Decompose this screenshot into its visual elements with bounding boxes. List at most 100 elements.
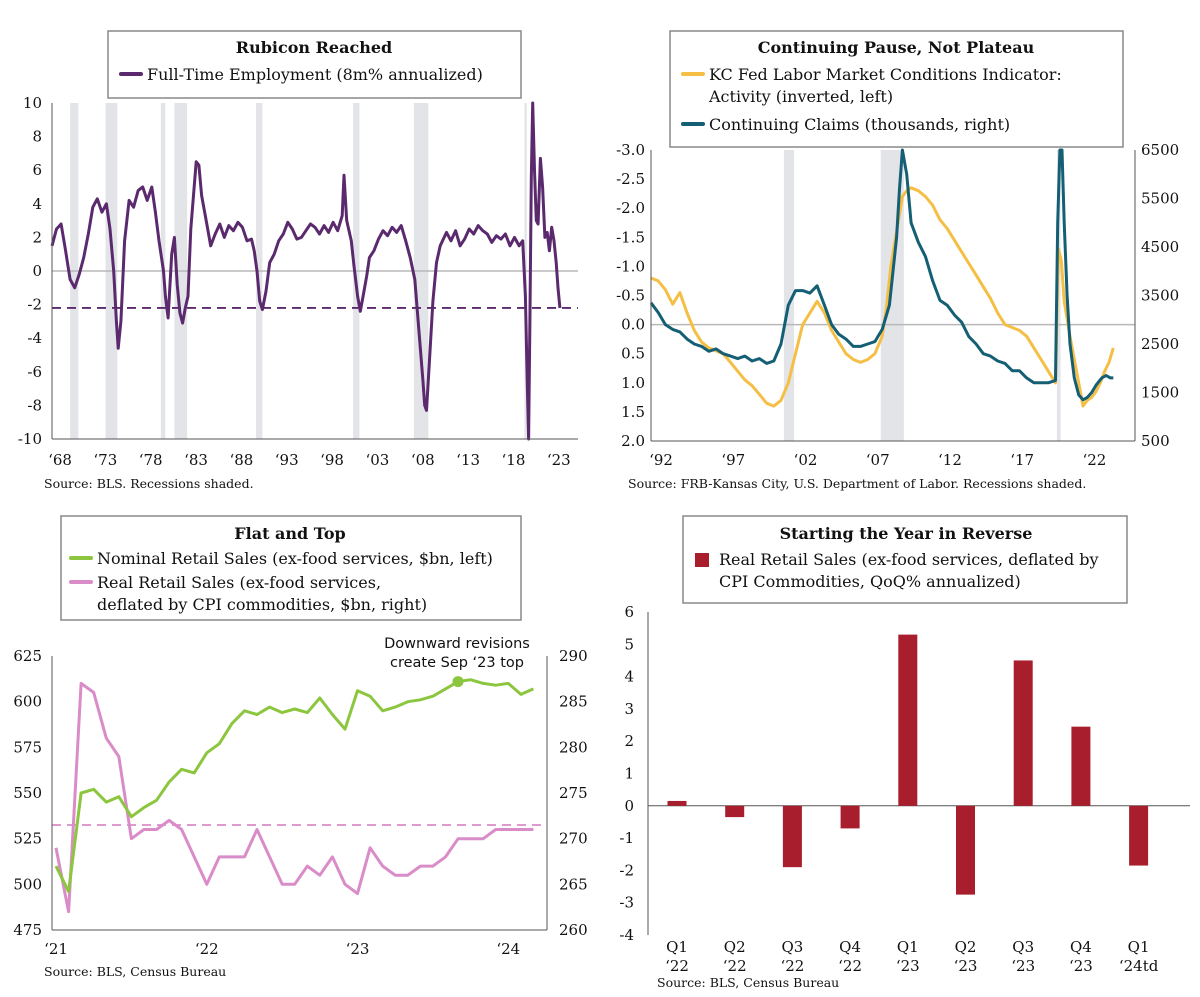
source-note: Source: FRB-Kansas City, U.S. Department…	[628, 476, 1086, 491]
chart-rubicon-reached: Rubicon Reached Full-Time Employment (8m…	[18, 30, 578, 491]
y-tick-label: -4	[27, 329, 42, 347]
recession-band	[783, 150, 795, 441]
plot-area: -3.0 -2.5 -2.0 -1.5 -1.0 -0.5 0.0 0.5 1.0 1.5 2.0 6…	[616, 141, 1179, 469]
legend-box	[682, 515, 1128, 604]
chart-title: Continuing Pause, Not Plateau	[758, 38, 1035, 57]
right-tick-label: 265	[559, 875, 588, 893]
x-tick-label-year: ‘23	[1069, 957, 1093, 975]
legend-label-1: Real Retail Sales (ex-food services, def…	[719, 550, 1099, 569]
right-tick-label: 290	[559, 647, 588, 665]
right-tick-label: 260	[559, 921, 588, 939]
left-tick-label: 0.5	[621, 345, 645, 363]
legend-box	[60, 515, 522, 621]
x-tick-label: ‘93	[275, 451, 299, 469]
left-tick-label: 550	[13, 784, 42, 802]
highlight-point	[452, 676, 464, 688]
legend-box	[107, 30, 522, 99]
y-tick-label: -2	[27, 296, 42, 314]
left-tick-label: 2.0	[621, 432, 645, 450]
left-tick-label: -1.0	[616, 257, 645, 275]
chart-flat-and-top: Flat and Top Nominal Retail Sales (ex-fo…	[13, 515, 588, 979]
x-tick-label: ‘73	[93, 451, 117, 469]
series-line-nominal-retail-sales	[54, 678, 535, 894]
x-tick-label: ‘08	[411, 451, 435, 469]
x-tick-label-quarter: Q2	[724, 938, 746, 956]
left-tick-label: -0.5	[616, 287, 645, 305]
y-tick-label: -1	[619, 829, 634, 847]
x-tick-label: ‘13	[456, 451, 480, 469]
x-tick-label-year: ‘22	[723, 957, 747, 975]
right-tick-label: 2500	[1141, 335, 1179, 353]
x-tick-label-year: ‘22	[665, 957, 689, 975]
bar	[782, 805, 802, 868]
right-tick-label: 500	[1141, 432, 1170, 450]
x-tick-label: ‘23	[547, 451, 571, 469]
legend-label-kc-2: Activity (inverted, left)	[708, 87, 893, 106]
series-line-continuing-claims	[649, 148, 1114, 402]
left-tick-label: 0.0	[621, 316, 645, 334]
source-note: Source: BLS, Census Bureau	[44, 964, 226, 979]
legend-label-real-2: deflated by CPI commodities, $bn, right)	[97, 595, 427, 614]
x-tick-label: ‘92	[649, 451, 673, 469]
right-tick-label: 275	[559, 784, 588, 802]
right-tick-label: 270	[559, 830, 588, 848]
right-tick-label: 3500	[1141, 287, 1179, 305]
left-tick-label: -2.0	[616, 199, 645, 217]
x-tick-label: ‘68	[48, 451, 72, 469]
x-tick-label-quarter: Q4	[839, 938, 861, 956]
y-tick-label: 6	[32, 161, 42, 179]
legend-swatch	[695, 553, 709, 567]
y-tick-label: 2	[32, 228, 42, 246]
legend-label-kc-1: KC Fed Labor Market Conditions Indicator…	[709, 65, 1062, 84]
y-tick-label: 0	[32, 262, 42, 280]
chart-title: Rubicon Reached	[236, 38, 392, 57]
left-tick-label: 575	[13, 738, 42, 756]
x-tick-label-year: ‘23	[896, 957, 920, 975]
y-tick-label: 1	[624, 765, 634, 783]
y-tick-label: 5	[624, 635, 634, 653]
source-note: Source: BLS. Recessions shaded.	[44, 476, 254, 491]
x-tick-label: ‘03	[365, 451, 389, 469]
legend-label-claims: Continuing Claims (thousands, right)	[709, 115, 1010, 134]
chart-title: Starting the Year in Reverse	[780, 524, 1033, 543]
y-tick-label: 8	[32, 128, 42, 146]
x-tick-label: ‘22	[1083, 451, 1107, 469]
left-tick-label: 625	[13, 647, 42, 665]
right-tick-label: 5500	[1141, 190, 1179, 208]
bar	[1071, 726, 1091, 806]
left-tick-label: 475	[13, 921, 42, 939]
right-tick-label: 6500	[1141, 141, 1179, 159]
y-tick-label: 4	[624, 668, 634, 686]
plot-area: 625 600 575 550 525 500 475 290 285 280 275 270 265 2…	[13, 647, 587, 958]
y-tick-label: -8	[27, 396, 42, 414]
chart-continuing-pause: Continuing Pause, Not Plateau KC Fed Lab…	[616, 30, 1179, 491]
y-tick-label: 10	[23, 94, 42, 112]
left-tick-label: -1.5	[616, 228, 645, 246]
x-tick-label: ‘23	[346, 940, 370, 958]
bar	[898, 634, 918, 806]
bar	[1129, 805, 1149, 866]
y-tick-label: 0	[624, 797, 634, 815]
y-tick-label: -10	[18, 430, 42, 448]
legend-label-nominal: Nominal Retail Sales (ex-food services, …	[97, 549, 493, 568]
x-tick-label-quarter: Q3	[781, 938, 803, 956]
x-tick-label: ‘02	[794, 451, 818, 469]
y-tick-label: -2	[619, 861, 634, 879]
x-tick-label-year: ‘23	[954, 957, 978, 975]
y-tick-label: 4	[32, 195, 42, 213]
x-tick-label-year: ‘23	[1011, 957, 1035, 975]
legend-label-real-1: Real Retail Sales (ex-food services,	[97, 573, 381, 592]
left-tick-label: -3.0	[616, 141, 645, 159]
x-tick-label: ‘22	[195, 940, 219, 958]
series-line-real-retail-sales	[54, 681, 534, 914]
x-tick-label: ‘21	[44, 940, 68, 958]
x-tick-label: ‘07	[866, 451, 890, 469]
source-note: Source: BLS, Census Bureau	[657, 975, 839, 990]
x-tick-label-year: ‘22	[780, 957, 804, 975]
x-tick-label: ‘78	[139, 451, 163, 469]
legend-box	[669, 30, 1124, 148]
right-tick-label: 280	[559, 738, 588, 756]
x-tick-label-year: ‘24td	[1119, 957, 1159, 975]
annotation-line-2: create Sep ‘23 top	[390, 655, 524, 671]
x-tick-label: ‘12	[938, 451, 962, 469]
